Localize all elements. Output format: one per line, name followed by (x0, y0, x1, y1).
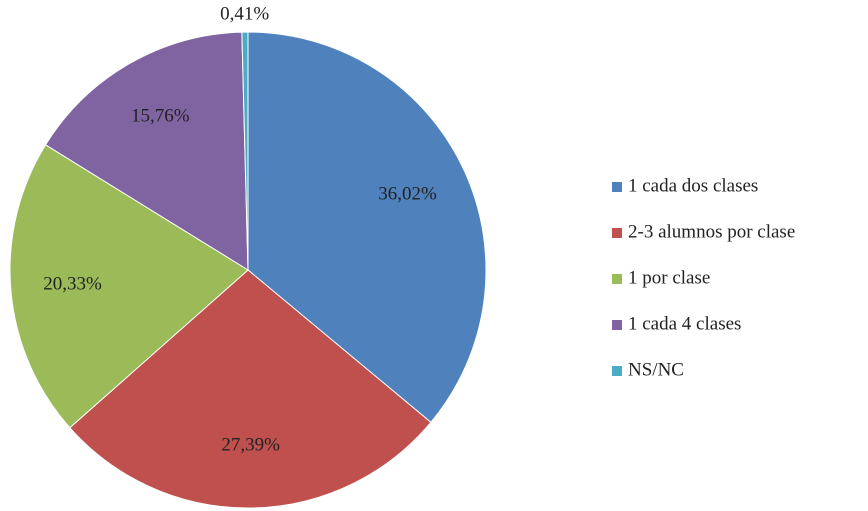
slice-label: 15,76% (131, 106, 190, 127)
slice-label: 27,39% (221, 434, 280, 455)
pie-slice (247, 31, 487, 424)
legend-swatch (612, 182, 622, 192)
slice-label: 36,02% (378, 184, 437, 205)
slice-label: 20,33% (43, 273, 102, 294)
pie-slice (69, 269, 432, 509)
legend-swatch (612, 274, 622, 284)
pie-slice (241, 31, 249, 271)
legend-label: 1 por clase (628, 267, 710, 288)
legend-swatch (612, 228, 622, 238)
slice-label: 0,41% (220, 4, 269, 25)
pie-slice (44, 31, 249, 271)
legend-swatch (612, 320, 622, 330)
legend-label: NS/NC (628, 359, 684, 380)
legend-label: 2-3 alumnos por clase (628, 221, 795, 242)
pie-slice (9, 144, 249, 429)
legend-swatch (612, 366, 622, 376)
legend-label: 1 cada 4 clases (628, 313, 741, 334)
legend-label: 1 cada dos clases (628, 175, 758, 196)
